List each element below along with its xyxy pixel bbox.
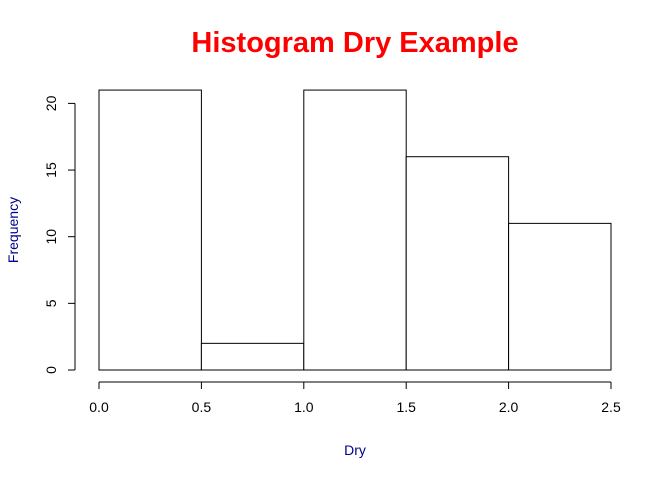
bars-layer: [98, 89, 612, 371]
y-tick-label: 15: [43, 162, 59, 178]
x-tick-label: 2.0: [499, 399, 519, 415]
chart-title: Histogram Dry Example: [191, 27, 518, 59]
y-tick-label: 5: [43, 299, 59, 307]
histogram-bar-4: [405, 156, 510, 371]
x-tick-label: 0.0: [89, 399, 109, 415]
x-tick-label: 1.5: [396, 399, 416, 415]
y-axis: 0 5 10 15 20: [43, 95, 76, 374]
histogram-bar-2: [200, 342, 305, 371]
x-tick-label: 1.0: [294, 399, 314, 415]
y-tick-label: 10: [43, 229, 59, 245]
histogram-bar-1: [98, 89, 202, 371]
histogram-bar-3: [303, 89, 407, 371]
y-tick-label: 20: [43, 95, 59, 111]
histogram-bar-5: [508, 222, 612, 371]
x-axis-label: Dry: [344, 442, 366, 458]
x-tick-label: 0.5: [192, 399, 212, 415]
x-tick-label: 2.5: [601, 399, 621, 415]
y-tick-label: 0: [43, 366, 59, 374]
x-axis: 0.0 0.5 1.0 1.5 2.0 2.5: [89, 381, 621, 415]
y-axis-label: Frequency: [5, 197, 21, 263]
